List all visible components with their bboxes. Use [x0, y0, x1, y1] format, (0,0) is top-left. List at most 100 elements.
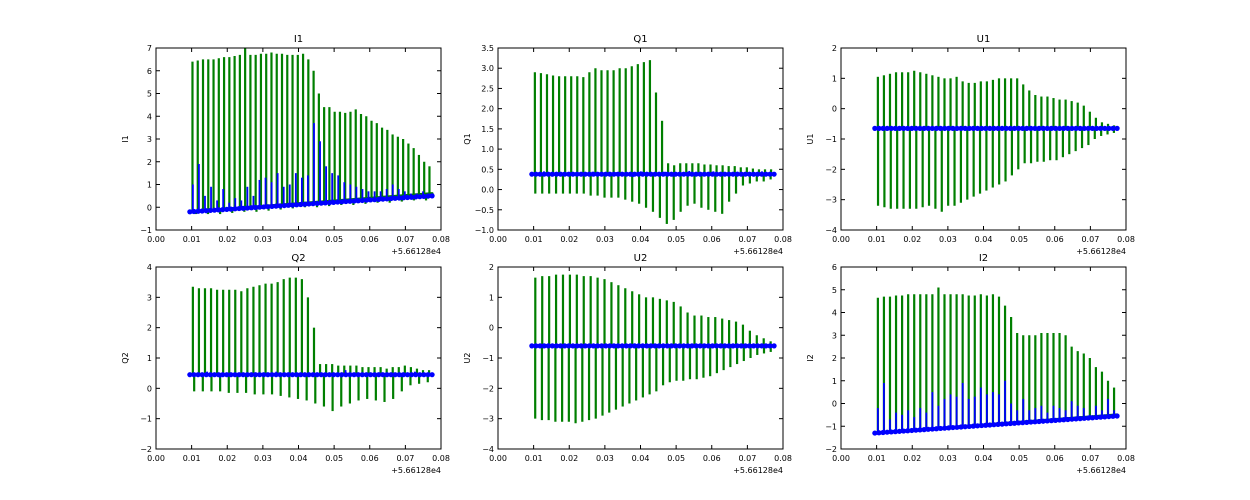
data-point: [767, 343, 773, 349]
data-point: [995, 125, 1001, 131]
data-point: [306, 372, 312, 378]
data-point: [1110, 125, 1116, 131]
data-point: [607, 343, 613, 349]
subplot-title: U1: [977, 34, 991, 45]
data-point: [594, 171, 601, 177]
y-tick-label: −1: [140, 226, 152, 235]
data-point: [656, 343, 662, 349]
subplot-u2: 0.00 0.01 0.02 0.03 0.04 0.05 0.06 0.07 0.08 −4 −3…: [463, 253, 792, 475]
data-point: [1061, 125, 1067, 131]
data-point: [322, 372, 328, 378]
data-point: [681, 343, 687, 349]
data-point: [590, 343, 597, 349]
data-point: [631, 343, 638, 349]
data-point: [400, 195, 406, 201]
data-point: [999, 421, 1005, 427]
data-point: [207, 207, 213, 214]
data-point: [228, 372, 234, 378]
data-point: [359, 197, 365, 204]
data-point: [697, 171, 703, 177]
data-point: [215, 207, 222, 213]
data-point: [1007, 420, 1013, 427]
x-tick-label: 0.06: [703, 235, 721, 244]
data-point: [1065, 125, 1071, 131]
data-point: [1028, 419, 1034, 425]
data-point: [925, 426, 931, 432]
series-blue: [187, 370, 435, 378]
data-point: [1015, 420, 1022, 426]
subplot-q2: 0.00 0.01 0.02 0.03 0.04 0.05 0.06 0.07 0.08 −2 −1…: [121, 253, 450, 475]
data-point: [367, 372, 374, 378]
data-point: [900, 125, 907, 131]
data-point: [888, 125, 894, 131]
data-point: [1052, 417, 1059, 423]
data-point: [582, 171, 588, 177]
data-point: [191, 372, 197, 378]
y-tick-label: 1.5: [481, 125, 494, 134]
data-point: [742, 343, 748, 349]
y-tick-label: 1: [147, 354, 152, 363]
y-tick-label: 1: [832, 74, 837, 83]
x-tick-label: 0.08: [432, 454, 450, 463]
data-point: [429, 372, 435, 378]
subplot-q1: 0.00 0.01 0.02 0.03 0.04 0.05 0.06 0.07 0.08 −1.0…: [463, 34, 792, 256]
data-point: [726, 343, 732, 349]
data-point: [376, 196, 382, 202]
x-tick-label: 0.05: [1010, 454, 1028, 463]
x-tick-label: 0.00: [147, 454, 165, 463]
data-point: [203, 208, 209, 214]
data-point: [714, 343, 720, 349]
data-point: [1036, 418, 1042, 425]
data-point: [224, 206, 230, 212]
data-point: [421, 372, 427, 378]
x-tick-label: 0.02: [903, 454, 921, 463]
data-point: [281, 372, 287, 378]
data-point: [1110, 413, 1116, 419]
data-point: [958, 125, 964, 131]
data-point: [722, 343, 728, 349]
data-point: [917, 427, 923, 433]
data-point: [306, 201, 312, 207]
y-tick-label: 5: [147, 90, 152, 99]
data-point: [1044, 418, 1050, 424]
data-point: [615, 343, 621, 349]
data-point: [215, 372, 222, 378]
data-point: [995, 421, 1001, 427]
x-tick-label: 0.03: [596, 454, 614, 463]
data-point: [1089, 125, 1096, 131]
x-tick-label: 0.02: [560, 454, 578, 463]
data-point: [1024, 125, 1030, 131]
y-tick-label: −1: [825, 422, 837, 431]
data-point: [983, 125, 989, 131]
data-point: [298, 372, 304, 378]
data-point: [652, 343, 658, 349]
data-point: [347, 198, 353, 204]
data-point: [529, 343, 535, 349]
data-point: [896, 428, 903, 434]
y-tick-label: −2: [825, 445, 837, 454]
data-point: [872, 430, 878, 436]
data-point: [566, 171, 572, 177]
data-point: [697, 343, 703, 349]
data-point: [933, 125, 940, 131]
data-point: [562, 171, 568, 177]
x-tick-label: 0.07: [396, 454, 414, 463]
data-point: [252, 204, 259, 211]
x-tick-label: 0.06: [703, 454, 721, 463]
data-point: [946, 125, 952, 131]
data-point: [876, 125, 882, 131]
data-point: [755, 171, 761, 177]
data-point: [937, 125, 944, 131]
x-tick-label: 0.01: [183, 454, 201, 463]
plot-area: [529, 60, 777, 224]
data-point: [1003, 421, 1009, 427]
data-point: [1081, 125, 1087, 131]
data-point: [421, 193, 427, 200]
data-point: [876, 430, 882, 436]
plot-area: [529, 274, 777, 424]
data-point: [966, 125, 972, 131]
data-point: [701, 171, 707, 177]
x-tick-label: 0.03: [596, 235, 614, 244]
data-point: [1032, 419, 1038, 425]
data-point: [880, 429, 886, 436]
